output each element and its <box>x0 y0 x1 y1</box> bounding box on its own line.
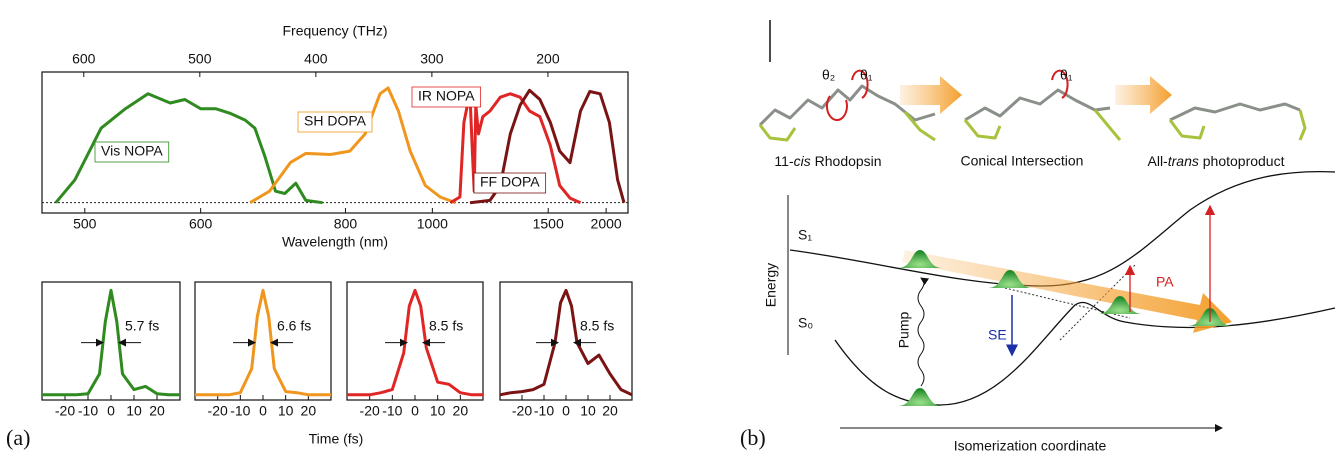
surface-label: S₀ <box>798 315 813 331</box>
x-tick-label: 10 <box>430 403 446 419</box>
angle-label: θ₁ <box>1060 67 1073 83</box>
x-tick-label: 1500 <box>533 216 564 232</box>
series-line <box>499 288 633 397</box>
series-line <box>347 288 483 397</box>
axis-label: Energy <box>763 263 779 307</box>
x-tick-label: 0 <box>259 403 267 419</box>
plot-frame <box>194 281 332 401</box>
x-axis-label: Wavelength (nm) <box>282 234 388 250</box>
x-tick-label: 20 <box>301 403 317 419</box>
x-tick-label: 10 <box>278 403 294 419</box>
series-line <box>42 288 180 397</box>
panel-label: (b) <box>740 425 766 450</box>
plot-frame <box>499 281 633 401</box>
x-tick-label: 2000 <box>591 216 622 232</box>
panel-b: (b) θ₂ θ₁ θ₁ 11-cis Rhodopsin Conical In… <box>740 20 1336 454</box>
plot-frame <box>346 281 484 401</box>
molecule <box>758 69 1307 142</box>
series-line <box>195 288 331 397</box>
x-tick-label: 20 <box>149 403 165 419</box>
dotted-path <box>1004 287 1131 319</box>
x2-tick-label: 400 <box>304 51 328 67</box>
x-tick-label: 0 <box>107 403 115 419</box>
x2-tick-label: 600 <box>72 51 96 67</box>
x-tick-label: -20 <box>208 403 228 419</box>
x-axis-label: Time (fs) <box>309 431 364 447</box>
x-tick-label: -10 <box>534 403 554 419</box>
x-tick-label: 1000 <box>417 216 448 232</box>
x-tick-label: 20 <box>453 403 469 419</box>
fwhm-label: 8.5 fs <box>580 317 614 333</box>
x-tick-label: 10 <box>126 403 142 419</box>
x2-tick-label: 200 <box>536 51 560 67</box>
legend-label: IR NOPA <box>418 88 475 104</box>
fwhm-label: 8.5 fs <box>429 317 463 333</box>
se-label: SE <box>988 327 1007 343</box>
plot-frame <box>41 281 181 401</box>
x-tick-label: 20 <box>602 403 618 419</box>
x-tick-label: 0 <box>411 403 419 419</box>
legend-box <box>411 86 481 108</box>
series-line <box>54 92 323 205</box>
surface-label: S₁ <box>798 227 812 243</box>
x2-tick-label: 500 <box>188 51 212 67</box>
legend-box <box>297 111 373 133</box>
wavepacket-arrow <box>902 250 1232 333</box>
series-line <box>469 88 626 205</box>
axis-label: Isomerization coordinate <box>954 438 1107 454</box>
x-tick-label: -20 <box>360 403 380 419</box>
x2-tick-label: 300 <box>420 51 444 67</box>
process-arrow <box>900 76 962 114</box>
plot-frame <box>41 71 629 214</box>
state-label: Conical Intersection <box>961 153 1084 169</box>
angle-label: θ₂ <box>822 67 835 83</box>
legend-box <box>473 172 547 194</box>
legend-label: SH DOPA <box>304 113 367 129</box>
x2-axis-label: Frequency (THz) <box>282 23 387 39</box>
x-tick-label: -20 <box>55 403 75 419</box>
fwhm-label: 5.7 fs <box>125 317 159 333</box>
dotted-path <box>1059 264 1136 341</box>
x-tick-label: -10 <box>382 403 402 419</box>
series-line <box>249 86 456 205</box>
state-label: 11-cis Rhodopsin <box>774 153 881 169</box>
process-arrow <box>1115 76 1172 114</box>
legend-label: FF DOPA <box>480 174 540 190</box>
panel-label: (a) <box>6 425 30 450</box>
legend-label: Vis NOPA <box>101 143 163 159</box>
x-tick-label: 0 <box>562 403 570 419</box>
s1-surface <box>789 171 1336 287</box>
x-tick-label: 500 <box>73 216 97 232</box>
state-label: All-trans photoproduct <box>1148 153 1285 169</box>
x-tick-label: -10 <box>230 403 250 419</box>
x-tick-label: 800 <box>334 216 358 232</box>
x-tick-label: -20 <box>512 403 532 419</box>
fwhm-label: 6.6 fs <box>277 317 311 333</box>
legend-box <box>94 141 170 163</box>
panel-a: (a) Time (fs) <box>6 425 363 450</box>
pump-arrow <box>917 277 930 387</box>
angle-label: θ₁ <box>860 67 873 83</box>
x-tick-label: 10 <box>580 403 596 419</box>
pa-label: PA <box>1156 274 1174 290</box>
x-tick-label: -10 <box>78 403 98 419</box>
x-tick-label: 600 <box>189 216 213 232</box>
pump-label: Pump <box>896 312 912 349</box>
